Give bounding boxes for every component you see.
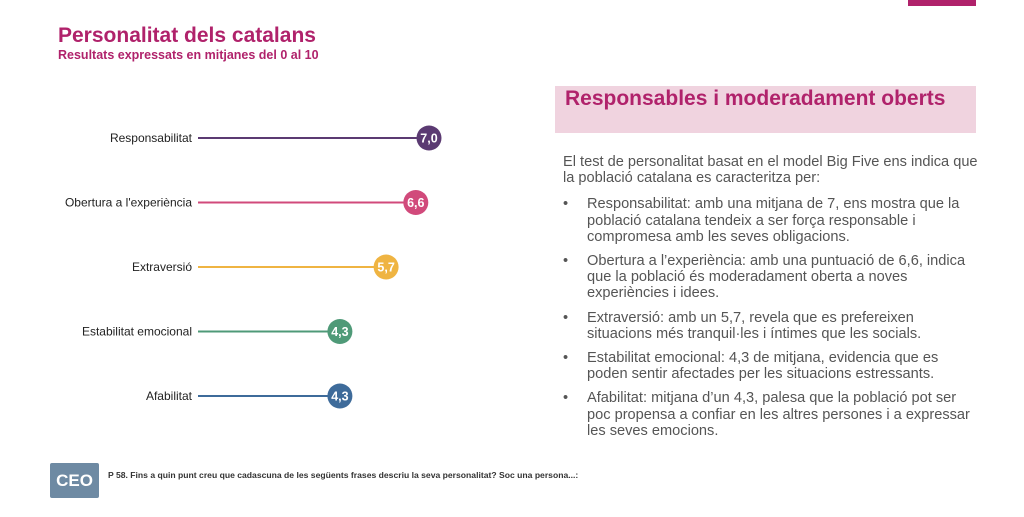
lollipop-dot (403, 190, 429, 215)
lollipop-chart: Responsabilitat 7,0 Obertura a l'experiènc… (65, 125, 442, 409)
lollipop-dot (327, 319, 353, 344)
bullet-text: Extraversió: amb un 5,7, revela que es p… (587, 309, 922, 342)
ceo-logo: CEO (50, 463, 99, 498)
trait-bullet-list: • Responsabilitat: amb una mitjana de 7, … (563, 196, 978, 439)
category-label: Estabilitat emocional (82, 325, 192, 339)
value-label: 7,0 (420, 132, 437, 146)
value-label: 4,3 (331, 390, 348, 404)
bullet-icon: • (563, 253, 569, 270)
panel-heading-box: Responsables i moderadament oberts (555, 86, 976, 133)
question-footnote: P 58. Fins a quin punt creu que cadascun… (108, 470, 579, 480)
panel-intro: El test de personalitat basat en el mode… (563, 154, 978, 187)
value-label: 6,6 (407, 196, 424, 210)
category-label: Responsabilitat (110, 131, 193, 145)
category-label: Extraversió (132, 260, 192, 274)
value-label: 5,7 (377, 261, 394, 275)
list-item: • Responsabilitat: amb una mitjana de 7, … (563, 196, 978, 245)
bullet-icon: • (563, 309, 569, 326)
bullet-icon: • (563, 390, 569, 407)
category-label: Afabilitat (146, 389, 193, 403)
panel-heading: Responsables i moderadament oberts (565, 87, 946, 110)
lollipop-dot (327, 383, 353, 409)
panel-body: El test de personalitat basat en el mode… (563, 154, 978, 447)
bullet-icon: • (563, 350, 569, 367)
bullet-icon: • (563, 196, 569, 213)
value-label: 4,3 (331, 325, 348, 339)
page-title: Personalitat dels catalans (58, 24, 316, 47)
list-item: • Estabilitat emocional: 4,3 de mitjana, … (563, 350, 978, 382)
page-subtitle: Resultats expressats en mitjanes del 0 a… (58, 48, 319, 62)
list-item: • Afabilitat: mitjana d’un 4,3, palesa qu… (563, 390, 978, 439)
lollipop-dot (416, 125, 442, 151)
bullet-text: Afabilitat: mitjana d’un 4,3, palesa que… (587, 390, 970, 439)
lollipop-dot (373, 254, 399, 280)
category-label: Obertura a l'experiència (65, 196, 192, 210)
list-item: • Obertura a l’experiència: amb una puntu… (563, 253, 978, 302)
top-accent-bar (908, 0, 976, 6)
bullet-text: Obertura a l’experiència: amb una puntua… (587, 253, 966, 302)
bullet-text: Estabilitat emocional: 4,3 de mitjana, e… (587, 350, 939, 383)
list-item: • Extraversió: amb un 5,7, revela que es … (563, 310, 978, 342)
bullet-text: Responsabilitat: amb una mitjana de 7, e… (587, 196, 960, 245)
